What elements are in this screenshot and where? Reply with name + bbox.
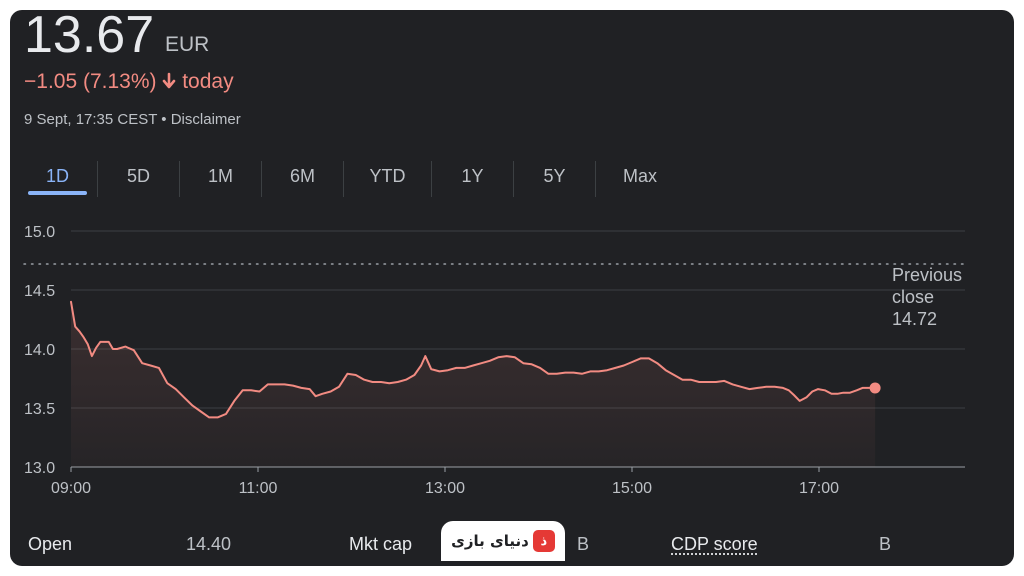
watermark-text: دنیای بازی <box>451 532 529 550</box>
last-price-point <box>869 382 881 394</box>
x-tick-label: 11:00 <box>239 480 278 497</box>
previous-close-value: 14.72 <box>892 309 938 329</box>
price-area <box>71 301 876 467</box>
tab-1y[interactable]: 1Y <box>432 161 514 197</box>
key-stats: Open 14.40 Mkt cap B CDP score B <box>28 534 998 558</box>
mkt-cap-label: Mkt cap <box>349 534 413 554</box>
mkt-cap-value: B <box>577 534 590 554</box>
arrow-down-icon <box>163 72 176 89</box>
open-label: Open <box>28 534 73 554</box>
tab-ytd[interactable]: YTD <box>344 161 432 197</box>
price-change-suffix: today <box>182 70 234 93</box>
tab-6m[interactable]: 6M <box>262 161 344 197</box>
price-change: −1.05 (7.13%) today <box>24 70 234 94</box>
price-change-value: −1.05 (7.13%) <box>24 70 157 93</box>
watermark-mark-icon: ذ <box>532 530 555 552</box>
currency-code: EUR <box>165 33 210 56</box>
y-tick-label: 14.0 <box>24 342 55 359</box>
x-tick-label: 09:00 <box>51 480 91 497</box>
price-line <box>70 300 877 419</box>
x-tick-label: 13:00 <box>425 480 465 497</box>
previous-close-line2: close <box>892 287 935 307</box>
tab-1m[interactable]: 1M <box>180 161 262 197</box>
cdp-score-label[interactable]: CDP score <box>671 534 758 554</box>
open-value: 14.40 <box>186 534 232 554</box>
previous-close-label: Previous close 14.72 <box>892 264 962 330</box>
y-tick-label: 13.0 <box>24 460 55 477</box>
previous-close-line1: Previous <box>892 265 963 285</box>
tab-5y[interactable]: 5Y <box>514 161 596 197</box>
x-tick-label: 15:00 <box>612 480 652 497</box>
cdp-score-value: B <box>879 534 892 554</box>
tab-1d[interactable]: 1D <box>18 161 98 197</box>
x-tick-label: 17:00 <box>799 480 839 497</box>
y-tick-label: 13.5 <box>24 401 55 418</box>
watermark-logo: دنیای بازی ذ <box>441 521 565 561</box>
quote-timestamp[interactable]: 9 Sept, 17:35 CEST • Disclaimer <box>24 111 241 128</box>
y-tick-label: 15.0 <box>24 224 55 241</box>
stock-card: 13.67 EUR −1.05 (7.13%) today 9 Sept, 17… <box>10 10 1014 566</box>
tab-max[interactable]: Max <box>622 166 657 186</box>
range-tabs: 1D 5D 1M 6M YTD 1Y 5Y Max <box>18 161 684 197</box>
current-price: 13.67 <box>24 10 155 64</box>
tab-5d[interactable]: 5D <box>98 161 180 197</box>
y-tick-label: 14.5 <box>24 283 55 300</box>
